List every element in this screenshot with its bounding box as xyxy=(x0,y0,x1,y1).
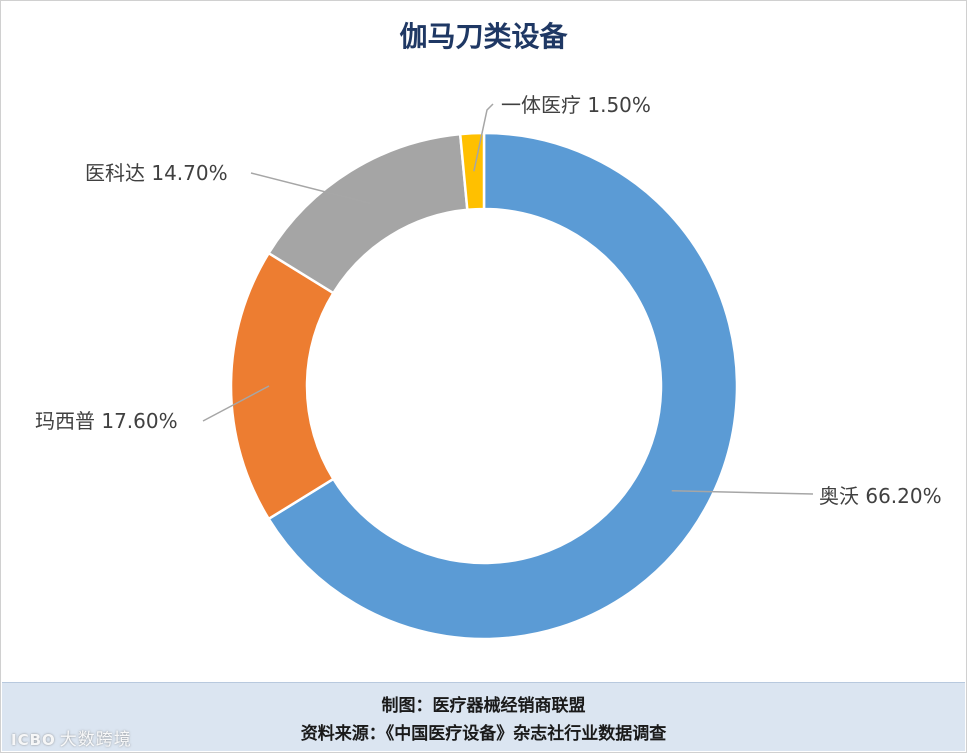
leader-maxipu xyxy=(202,385,270,422)
leader-elekta xyxy=(250,172,371,205)
data-label-maxipu: 玛西普 17.60% xyxy=(35,409,178,433)
data-label-yiti: 一体医疗 1.50% xyxy=(501,93,651,117)
slice-elekta xyxy=(266,132,469,295)
data-label-elekta: 医科达 14.70% xyxy=(85,161,228,185)
slice-aowo xyxy=(266,131,739,641)
chart-title: 伽马刀类设备 xyxy=(399,20,568,53)
leader-yiti xyxy=(473,103,494,172)
watermark-logo: ICBO xyxy=(11,731,56,749)
leader-aowo xyxy=(671,490,814,495)
footer-source: 资料来源：《中国医疗设备》杂志社行业数据调查 xyxy=(300,724,667,744)
watermark-text: 大数跨境 xyxy=(59,730,132,750)
watermark: ICBO 大数跨境 xyxy=(11,725,132,750)
data-label-aowo: 奥沃 66.20% xyxy=(819,484,942,508)
footer-credit: 制图：医疗器械经销商联盟 xyxy=(381,696,586,716)
chart-footer: 制图：医疗器械经销商联盟 资料来源：《中国医疗设备》杂志社行业数据调查 xyxy=(2,682,965,751)
label-group: 奥沃 66.20% 玛西普 17.60% 医科达 14.70% 一体医疗 1.5… xyxy=(35,93,942,508)
slice-maxipu xyxy=(229,251,336,521)
slice-group xyxy=(229,131,739,641)
donut-chart: 奥沃 66.20% 玛西普 17.60% 医科达 14.70% 一体医疗 1.5… xyxy=(35,93,942,641)
leader-group xyxy=(202,103,814,495)
